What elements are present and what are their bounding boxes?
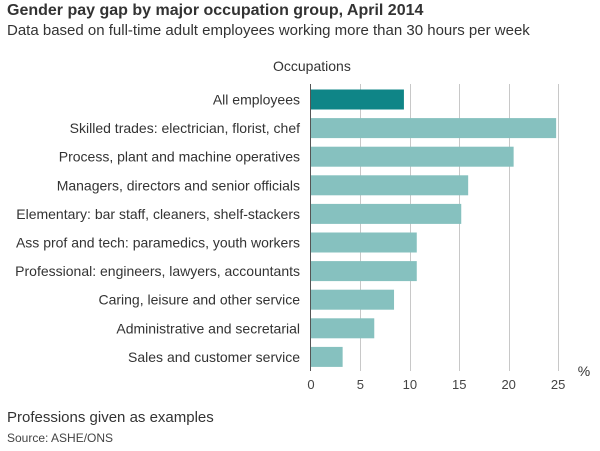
category-label: All employees bbox=[213, 92, 300, 108]
bar bbox=[311, 261, 417, 282]
category-label: Process, plant and machine operatives bbox=[59, 149, 300, 165]
unit-label: % bbox=[578, 363, 590, 379]
x-tick-label: 15 bbox=[452, 377, 466, 392]
bar bbox=[311, 118, 557, 139]
x-tick-label: 5 bbox=[357, 377, 364, 392]
x-tick-label: 10 bbox=[403, 377, 417, 392]
bar bbox=[311, 89, 404, 110]
bar bbox=[311, 346, 343, 367]
bar bbox=[311, 175, 469, 196]
category-label: Administrative and secretarial bbox=[116, 320, 300, 336]
bar bbox=[311, 289, 395, 310]
category-label: Managers, directors and senior officials bbox=[57, 177, 300, 193]
footnote: Professions given as examples bbox=[7, 409, 214, 426]
source-note: Source: ASHE/ONS bbox=[7, 431, 114, 445]
x-tick-label: 25 bbox=[551, 377, 565, 392]
bar bbox=[311, 146, 514, 167]
category-label: Elementary: bar staff, cleaners, shelf-s… bbox=[16, 206, 300, 222]
category-label: Ass prof and tech: paramedics, youth wor… bbox=[16, 235, 300, 251]
category-label: Skilled trades: electrician, florist, ch… bbox=[70, 120, 300, 136]
category-label: Caring, leisure and other service bbox=[98, 292, 300, 308]
x-tick-label: 0 bbox=[307, 377, 314, 392]
bar bbox=[311, 203, 462, 224]
chart-subtitle: Data based on full-time adult employees … bbox=[7, 22, 530, 39]
chart-title: Gender pay gap by major occupation group… bbox=[7, 2, 424, 19]
bar bbox=[311, 318, 375, 339]
category-label: Professional: engineers, lawyers, accoun… bbox=[15, 263, 300, 279]
category-label: Sales and customer service bbox=[128, 349, 300, 365]
bar bbox=[311, 232, 417, 253]
x-tick-label: 20 bbox=[501, 377, 515, 392]
category-axis-header: Occupations bbox=[273, 58, 351, 74]
